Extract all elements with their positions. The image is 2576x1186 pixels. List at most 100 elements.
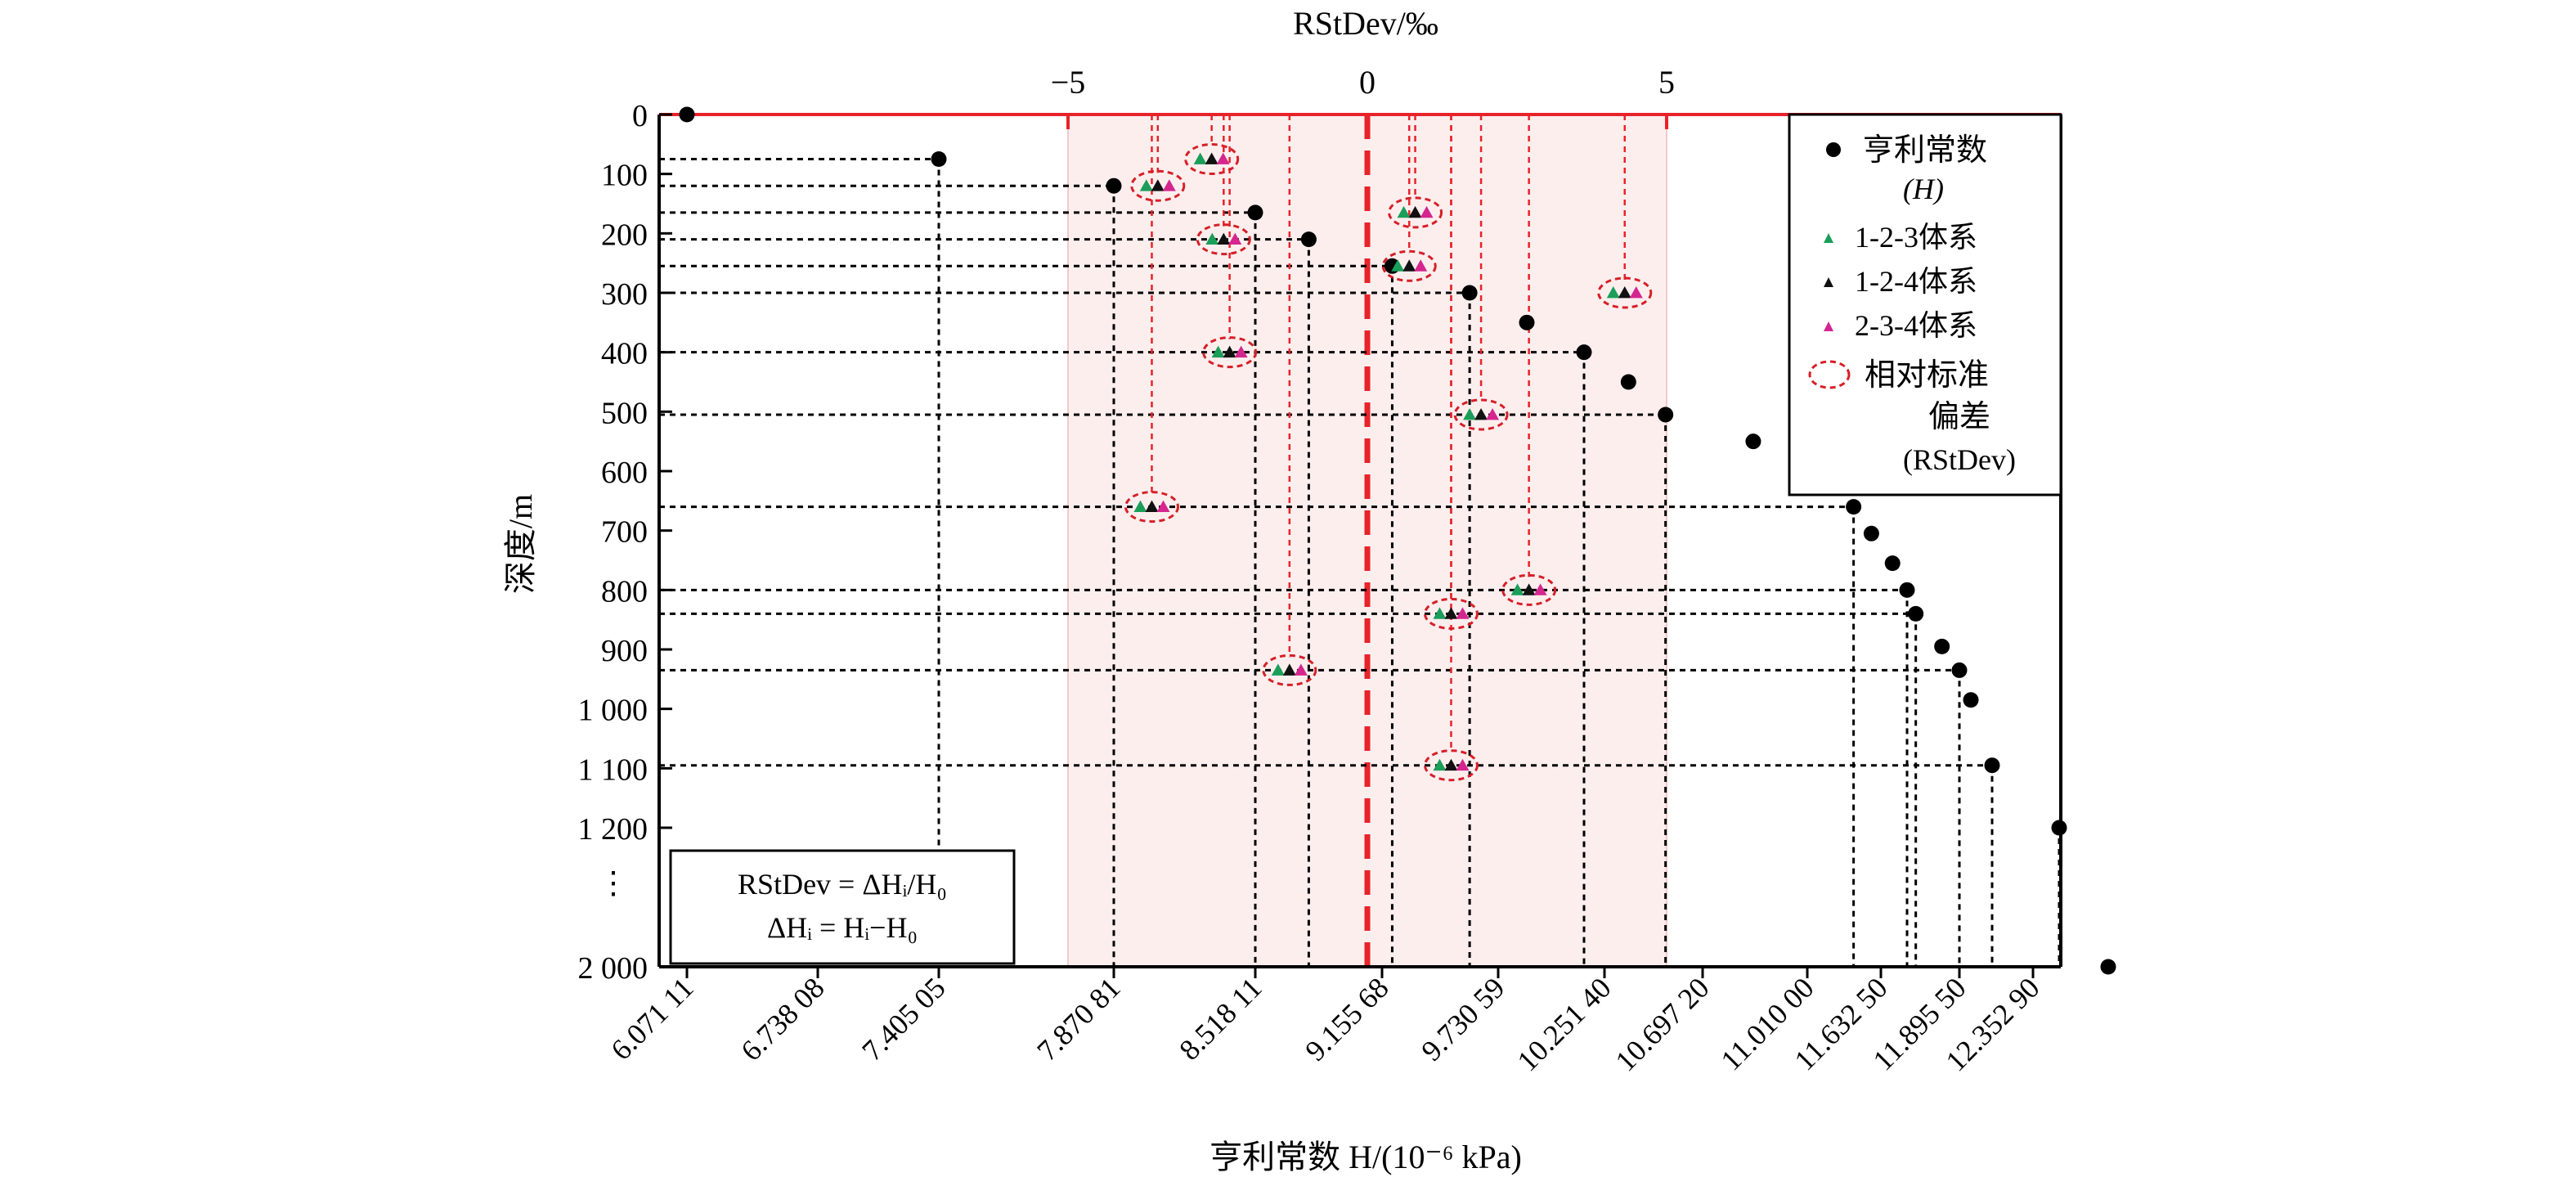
- rstdev-tri-123-8: [1133, 500, 1147, 512]
- henry-point-18: [1934, 638, 1950, 654]
- formula-line-2: ΔHᵢ = Hᵢ−H₀: [767, 911, 918, 944]
- henry-point-7: [1519, 314, 1535, 330]
- top-tick-label: 5: [1658, 64, 1675, 101]
- henry-point-10: [1658, 407, 1674, 423]
- rstdev-tri-234-11: [1294, 663, 1308, 676]
- rstdev-tri-123-7: [1463, 407, 1477, 420]
- rstdev-ellipse-5: [1597, 276, 1653, 309]
- rstdev-ellipse-3: [1196, 223, 1251, 256]
- rstdev-tri-124-4: [1402, 259, 1416, 272]
- henry-point-20: [1963, 692, 1979, 708]
- x-tick-label: 6.738 08: [734, 971, 830, 1067]
- rstdev-ellipse-4: [1381, 249, 1437, 282]
- legend-rstdev-line1: 相对标准: [1865, 358, 1989, 393]
- y-tick-label: 300: [601, 277, 648, 312]
- y-tick-label: 1 200: [578, 812, 648, 847]
- henry-point-6: [1461, 285, 1478, 301]
- x-tick-label: 10.697 20: [1609, 971, 1716, 1077]
- top-tick-label: −5: [1051, 64, 1086, 101]
- rstdev-tri-234-4: [1414, 259, 1428, 272]
- henry-point-8: [1576, 344, 1592, 361]
- rstdev-ellipse-2: [1388, 196, 1443, 229]
- y-tick-label: 900: [601, 634, 648, 668]
- formula-box: RStDev = ΔHᵢ/H₀ ΔHᵢ = Hᵢ−H₀: [669, 849, 1016, 965]
- rstdev-tri-234-12: [1456, 758, 1470, 771]
- rstdev-tri-124-8: [1145, 500, 1159, 512]
- y-tick-label: 0: [632, 99, 648, 133]
- rstdev-tri-123-4: [1391, 259, 1405, 272]
- henry-point-19: [1951, 662, 1968, 678]
- rstdev-tri-124-11: [1282, 663, 1296, 676]
- legend-rstdev-line2: 偏差: [1928, 400, 1990, 434]
- legend-title: 亨利常数: [1863, 133, 1987, 168]
- rstdev-tri-124-7: [1474, 407, 1488, 420]
- legend-tri-234-marker: [1824, 321, 1833, 331]
- x-tick-label: 9.155 68: [1299, 971, 1394, 1067]
- legend-tri-124-marker: [1824, 277, 1833, 287]
- y-tick-label: 600: [601, 456, 648, 490]
- formula-frame: [669, 849, 1016, 965]
- rstdev-shaded-band: [1068, 115, 1667, 967]
- rstdev-tri-124-1: [1151, 179, 1165, 191]
- guide-lines-layer: [659, 115, 2061, 967]
- rstdev-ellipse-9: [1501, 573, 1557, 606]
- henry-point-17: [1908, 605, 1924, 622]
- henry-point-2: [1106, 177, 1122, 194]
- legend-item-124: 1-2-4体系: [1855, 265, 1977, 298]
- rstdev-tri-123-5: [1606, 286, 1620, 299]
- y-tick-label: 700: [601, 515, 648, 550]
- x-tick-label: 7.405 05: [855, 971, 951, 1067]
- henry-point-23: [2100, 959, 2116, 975]
- rstdev-tri-234-6: [1234, 345, 1248, 358]
- rstdev-tri-123-2: [1397, 205, 1411, 218]
- y-tick-label: 800: [601, 574, 648, 609]
- rstdev-ellipse-12: [1423, 749, 1479, 782]
- henry-point-16: [1899, 582, 1915, 598]
- rstdev-tri-123-12: [1433, 758, 1447, 771]
- y-tick-label: 100: [601, 159, 648, 193]
- henry-point-14: [1863, 525, 1879, 541]
- rstdev-tri-123-3: [1205, 232, 1219, 245]
- legend-frame: [1788, 113, 2062, 496]
- x-tick-label: 7.870 81: [1030, 971, 1126, 1067]
- legend-tri-123-marker: [1824, 233, 1833, 243]
- henry-point-3: [1247, 204, 1263, 221]
- rstdev-tri-123-0: [1193, 152, 1207, 164]
- henry-point-0: [679, 106, 695, 123]
- rstdev-tri-123-10: [1433, 607, 1447, 619]
- legend-rstdev-line3: (RStDev): [1903, 443, 2016, 476]
- henry-point-13: [1846, 499, 1862, 515]
- rstdev-markers-layer: [1124, 143, 1653, 782]
- legend-title-sub: (H): [1903, 173, 1944, 205]
- y-tick-label: 1 000: [578, 694, 648, 728]
- y-tick-label: 500: [601, 396, 648, 430]
- rstdev-tri-124-6: [1223, 345, 1236, 358]
- y-axis-break-label: ⋮: [598, 866, 629, 901]
- rstdev-ellipse-1: [1130, 169, 1186, 202]
- henry-point-9: [1620, 374, 1636, 390]
- top-tick-label: 0: [1359, 64, 1376, 101]
- henry-point-11: [1745, 434, 1761, 450]
- y-axis-title: 深度/m: [502, 494, 539, 594]
- rstdev-tri-234-3: [1228, 232, 1242, 245]
- y-tick-label: 400: [601, 337, 648, 371]
- rstdev-tri-124-2: [1408, 205, 1422, 218]
- legend-item-234: 2-3-4体系: [1855, 309, 1977, 342]
- rstdev-tri-124-10: [1444, 607, 1458, 619]
- y-tick-label: 2 000: [578, 951, 648, 986]
- rstdev-tri-234-8: [1156, 500, 1170, 512]
- legend: 亨利常数 (H) 1-2-3体系 1-2-4体系 2-3-4体系 相对标准 偏差…: [1788, 113, 2062, 496]
- y-tick-label: 200: [601, 218, 648, 252]
- rstdev-ellipse-10: [1423, 597, 1479, 630]
- rstdev-tri-123-9: [1510, 583, 1524, 595]
- legend-ellipse-marker: [1808, 360, 1851, 389]
- x-tick-label: 10.251 40: [1511, 971, 1618, 1077]
- henry-point-1: [931, 151, 947, 167]
- legend-dot-marker: [1826, 142, 1841, 157]
- rstdev-tri-124-5: [1618, 286, 1631, 299]
- x-axis-title: 亨利常数 H/(10⁻⁶ kPa): [1209, 1139, 1522, 1175]
- rstdev-tri-234-2: [1420, 205, 1434, 218]
- x-tick-label: 9.730 59: [1415, 971, 1510, 1067]
- henry-point-15: [1884, 555, 1901, 572]
